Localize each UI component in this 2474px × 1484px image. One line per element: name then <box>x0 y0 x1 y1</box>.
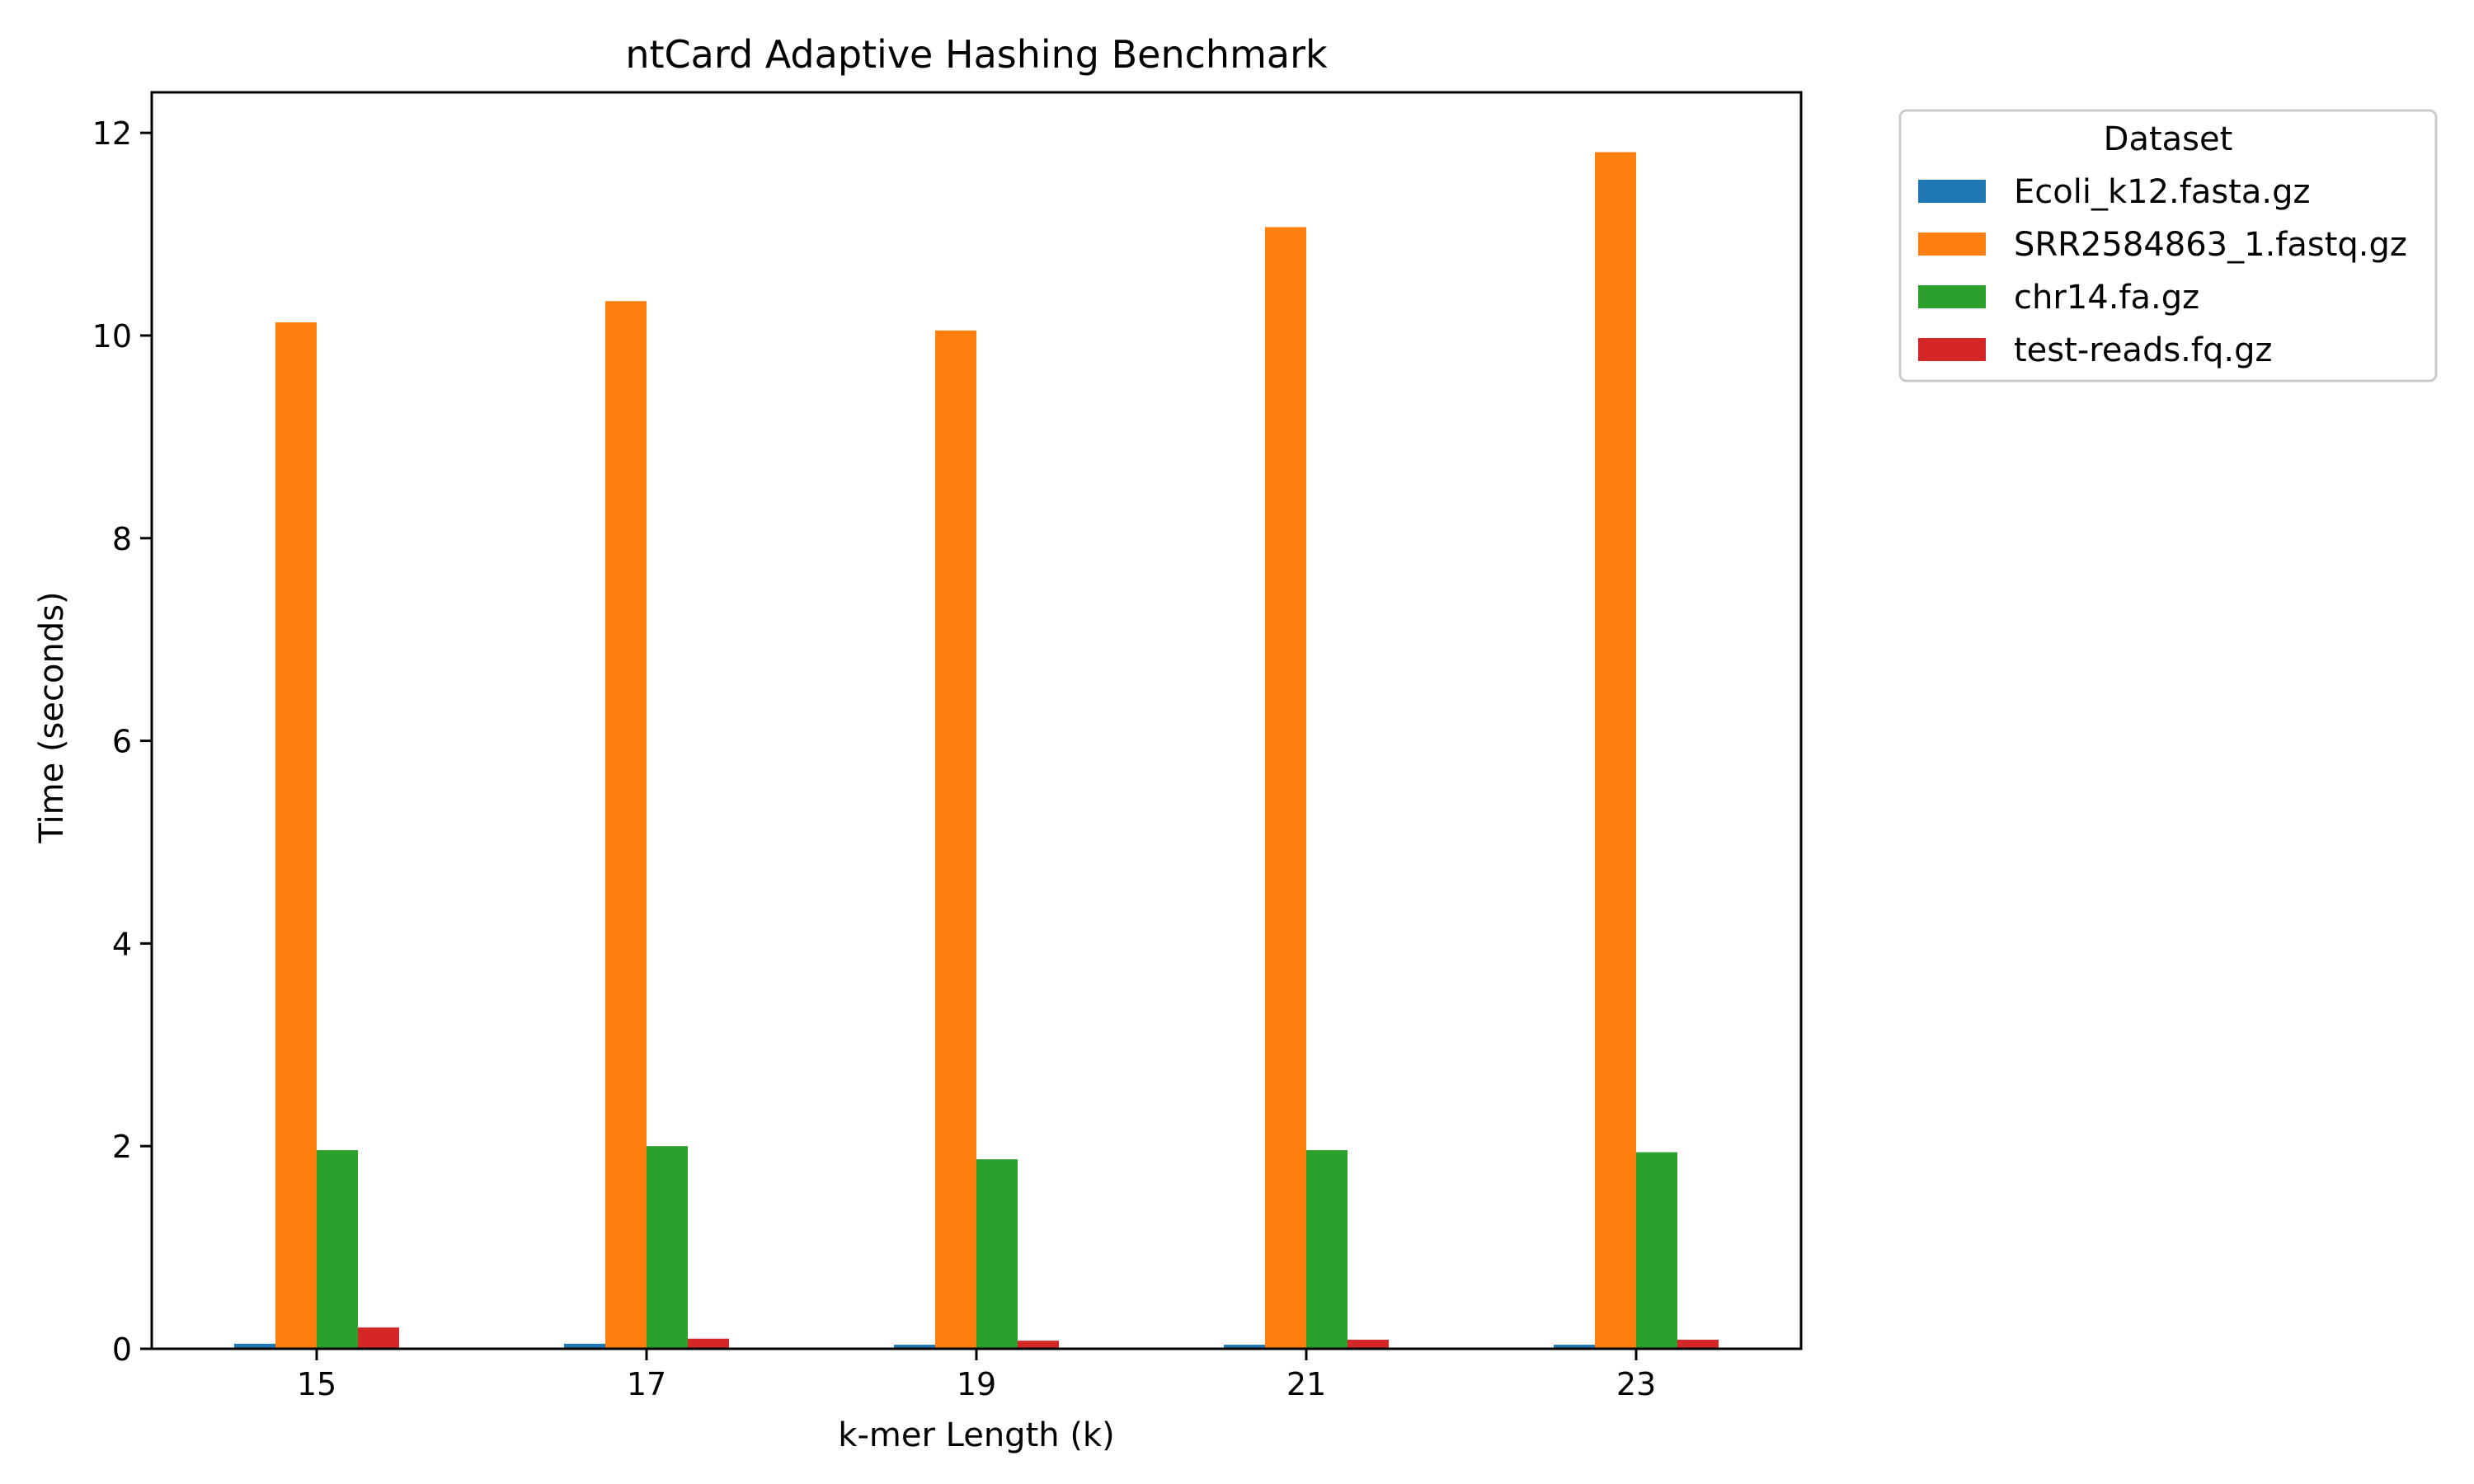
legend-swatch <box>1918 285 1986 308</box>
legend-swatch <box>1918 338 1986 361</box>
bar <box>976 1159 1018 1349</box>
bar-series-4 <box>358 1327 1719 1349</box>
bar <box>688 1338 729 1349</box>
x-tick-label: 17 <box>627 1366 666 1402</box>
legend-frame <box>1898 109 2438 383</box>
x-axis-label: k-mer Length (k) <box>838 1416 1114 1454</box>
y-axis: 0 2 4 6 8 10 12 <box>92 115 152 1368</box>
bar <box>647 1146 688 1349</box>
bar <box>1636 1152 1677 1349</box>
legend-title: Dataset <box>2104 120 2233 158</box>
legend: Dataset Ecoli_k12.fasta.gz SRR2584863_1.f… <box>1898 109 2438 383</box>
bar <box>317 1150 358 1349</box>
bar <box>358 1327 399 1349</box>
x-tick-label: 19 <box>957 1366 996 1402</box>
x-tick-label: 15 <box>297 1366 336 1402</box>
bar-series-2 <box>275 152 1636 1350</box>
legend-entry: SRR2584863_1.fastq.gz <box>1918 226 2407 264</box>
legend-label: Ecoli_k12.fasta.gz <box>2014 173 2310 211</box>
x-axis: 15 17 19 21 23 <box>297 1349 1656 1402</box>
legend-label: test-reads.fq.gz <box>2014 331 2272 369</box>
legend-label: SRR2584863_1.fastq.gz <box>2014 226 2407 264</box>
bar <box>1595 152 1636 1349</box>
x-tick-label: 21 <box>1286 1366 1326 1402</box>
y-axis-label: Time (seconds) <box>33 591 71 843</box>
legend-swatch <box>1918 180 1986 203</box>
bar <box>935 330 976 1350</box>
bar-series-3 <box>317 1146 1677 1349</box>
bar <box>1018 1341 1059 1349</box>
bar-series-1 <box>234 1343 1595 1349</box>
y-tick-label: 0 <box>112 1331 132 1368</box>
bar <box>564 1343 605 1349</box>
legend-entry: Ecoli_k12.fasta.gz <box>1918 173 2310 211</box>
chart-title: ntCard Adaptive Hashing Benchmark <box>625 32 1328 77</box>
legend-label: chr14.fa.gz <box>2014 279 2199 317</box>
legend-entry: test-reads.fq.gz <box>1918 331 2272 369</box>
bar <box>1554 1345 1595 1349</box>
x-tick-label: 23 <box>1616 1366 1656 1402</box>
bar <box>1348 1339 1389 1349</box>
y-tick-label: 6 <box>112 724 132 760</box>
y-tick-label: 12 <box>92 115 132 152</box>
y-tick-label: 2 <box>112 1129 132 1165</box>
plot-area: 0 2 4 6 8 10 12 15 17 19 21 23 <box>92 91 1803 1402</box>
bar <box>1677 1339 1719 1349</box>
y-tick-label: 4 <box>112 926 132 962</box>
y-tick-label: 10 <box>92 318 132 355</box>
y-tick-label: 8 <box>112 521 132 557</box>
bar <box>1265 227 1306 1349</box>
bar <box>275 322 317 1349</box>
bar <box>1224 1345 1265 1349</box>
bar <box>605 301 647 1349</box>
bar <box>1306 1150 1348 1349</box>
bar <box>894 1345 935 1349</box>
legend-swatch <box>1918 232 1986 256</box>
legend-entry: chr14.fa.gz <box>1918 279 2199 317</box>
bar <box>234 1343 275 1349</box>
